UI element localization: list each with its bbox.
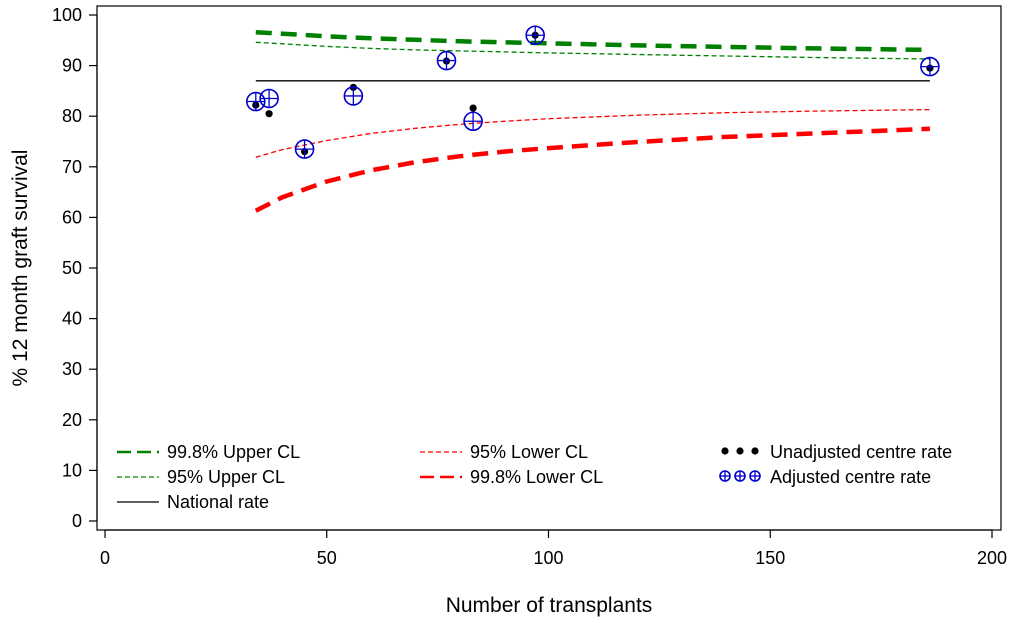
legend-marker	[736, 447, 744, 455]
legend-marker	[751, 447, 759, 455]
legend-item: Adjusted centre rate	[719, 467, 931, 487]
legend-item: 99.8% Upper CL	[117, 442, 300, 462]
x-tick-label: 0	[100, 548, 110, 568]
legend-marker	[721, 447, 729, 455]
legend-marker	[749, 470, 761, 482]
x-axis-title: Number of transplants	[446, 594, 653, 617]
adjusted-rate-point	[343, 86, 364, 106]
unadjusted-rate-point	[469, 104, 477, 112]
y-tick-label: 60	[62, 207, 82, 227]
y-tick-label: 70	[62, 157, 82, 177]
95-upper-cl-line	[255, 41, 930, 60]
x-tick-label: 100	[533, 548, 563, 568]
y-axis: 0 10 20 30 40 50 60 70 80 90 100	[52, 5, 98, 531]
x-tick-label: 200	[977, 548, 1007, 568]
x-tick-label: 150	[755, 548, 785, 568]
adjusted-rate-point	[463, 111, 483, 132]
99-8-upper-cl-line	[255, 29, 930, 53]
legend-item: 99.8% Lower CL	[420, 467, 603, 487]
y-tick-label: 30	[62, 359, 82, 379]
legend-item: 95% Upper CL	[117, 467, 285, 487]
y-tick-label: 100	[52, 5, 82, 25]
y-tick-label: 80	[62, 106, 82, 126]
lines-layer	[254, 29, 930, 213]
legend-marker	[719, 470, 731, 482]
legend-label: Unadjusted centre rate	[770, 442, 952, 462]
y-tick-label: 20	[62, 410, 82, 430]
y-tick-label: 10	[62, 460, 82, 480]
adjusted-rate-point	[525, 25, 545, 46]
legend-label: National rate	[167, 492, 269, 512]
legend-label: 99.8% Lower CL	[470, 467, 603, 487]
y-axis-title: % 12 month graft survival	[9, 150, 32, 387]
legend-item: National rate	[117, 492, 269, 512]
legend-item: Unadjusted centre rate	[721, 442, 952, 462]
x-tick-label: 50	[317, 548, 337, 568]
adjusted-rate-point	[245, 91, 266, 112]
adjusted-rate-point	[436, 50, 457, 71]
points-layer	[245, 25, 940, 159]
x-axis: 0 50 100 150 200	[100, 529, 1007, 568]
y-tick-label: 0	[72, 511, 82, 531]
legend-marker	[734, 470, 746, 482]
y-tick-label: 40	[62, 309, 82, 329]
adjusted-rate-point	[920, 56, 940, 77]
legend-label: 95% Upper CL	[167, 467, 285, 487]
legend-label: 95% Lower CL	[470, 442, 588, 462]
legend-label: 99.8% Upper CL	[167, 442, 300, 462]
adjusted-rate-point	[294, 139, 315, 159]
y-tick-label: 90	[62, 56, 82, 76]
adjusted-rate-point	[259, 88, 279, 109]
legend: 99.8% Upper CL 95% Upper CL National rate 9…	[117, 442, 952, 512]
99-8-lower-cl-line	[254, 126, 930, 213]
legend-label: Adjusted centre rate	[770, 467, 931, 487]
y-tick-label: 50	[62, 258, 82, 278]
legend-item: 95% Lower CL	[420, 442, 588, 462]
unadjusted-rate-point	[265, 110, 273, 118]
95-lower-cl-line	[255, 108, 930, 158]
